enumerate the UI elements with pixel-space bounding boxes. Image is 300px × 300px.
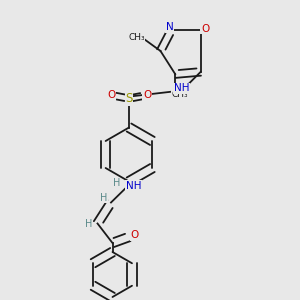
Text: N: N <box>166 22 174 32</box>
Text: CH₃: CH₃ <box>171 90 188 99</box>
Text: CH₃: CH₃ <box>128 33 145 42</box>
Text: H: H <box>85 219 93 230</box>
Text: H: H <box>113 178 121 188</box>
Text: O: O <box>201 24 209 34</box>
Text: S: S <box>125 92 133 106</box>
Text: O: O <box>130 230 139 241</box>
Text: O: O <box>143 90 151 100</box>
Text: H: H <box>100 193 107 203</box>
Text: NH: NH <box>126 181 141 191</box>
Text: NH: NH <box>174 83 190 93</box>
Text: O: O <box>107 90 115 100</box>
